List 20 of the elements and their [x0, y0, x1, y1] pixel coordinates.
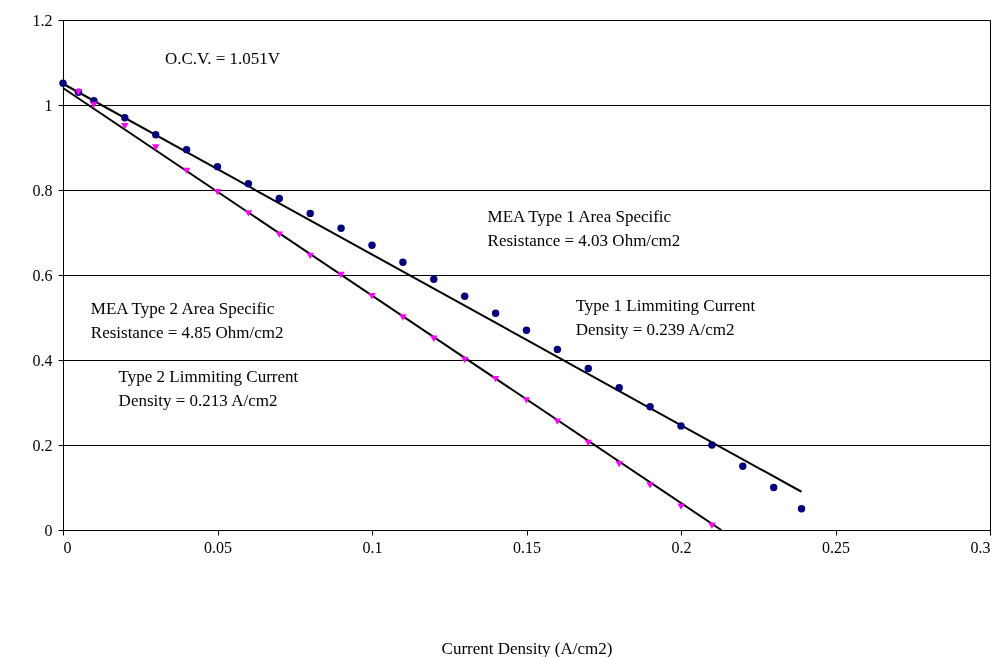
annotation: O.C.V. = 1.051V: [164, 48, 281, 68]
y-tick-label: 0.8: [32, 181, 53, 199]
x-tick-label: 0.05: [204, 538, 232, 556]
y-tick-label: 0: [44, 521, 53, 539]
x-tick-label: 0.1: [362, 538, 383, 556]
x-tick-label: 0.2: [671, 538, 692, 556]
annotation: Type 2 Limmiting Current Density = 0.213 A/cm2: [118, 367, 299, 411]
annotation: MEA Type 2 Area Specific Resistance = 4.85 Ohm/cm2: [90, 298, 284, 342]
y-tick-label: 0.6: [32, 266, 53, 284]
annotation: MEA Type 1 Area Specific Resistance = 4.03 Ohm/cm2: [487, 206, 681, 250]
x-tick-label: 0.3: [970, 538, 991, 556]
y-tick-label: 1: [44, 96, 53, 114]
x-tick-label: 0: [63, 538, 72, 556]
y-tick-label: 0.2: [32, 436, 53, 454]
x-tick-label: 0.25: [822, 538, 850, 556]
y-tick-label: 0.4: [32, 351, 53, 369]
annotation: Type 1 Limmiting Current Density = 0.239 A/cm2: [575, 295, 756, 339]
x-tick-label: 0.15: [513, 538, 541, 556]
y-tick-label: 1.2: [32, 11, 53, 29]
x-axis-title: Current Density (A/cm2): [441, 638, 613, 657]
